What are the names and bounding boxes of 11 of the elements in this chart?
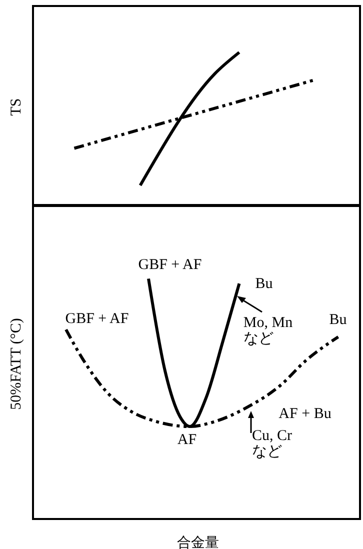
annotation: AF + Bu xyxy=(278,406,332,422)
y-axis-title: TS xyxy=(8,98,26,116)
annotation: AF xyxy=(177,432,197,448)
y-axis-title: 50%FATT (°C) xyxy=(8,318,26,410)
x-axis-title: 合金量 xyxy=(177,535,219,549)
annotation: GBF + AF xyxy=(65,311,129,327)
text: GBF + AF xyxy=(138,257,202,273)
annotation: Mo, Mn など xyxy=(243,315,293,347)
annotation: Cu, Cr など xyxy=(252,428,292,460)
annotation: Bu xyxy=(255,276,273,292)
annotation: Bu xyxy=(329,312,347,328)
